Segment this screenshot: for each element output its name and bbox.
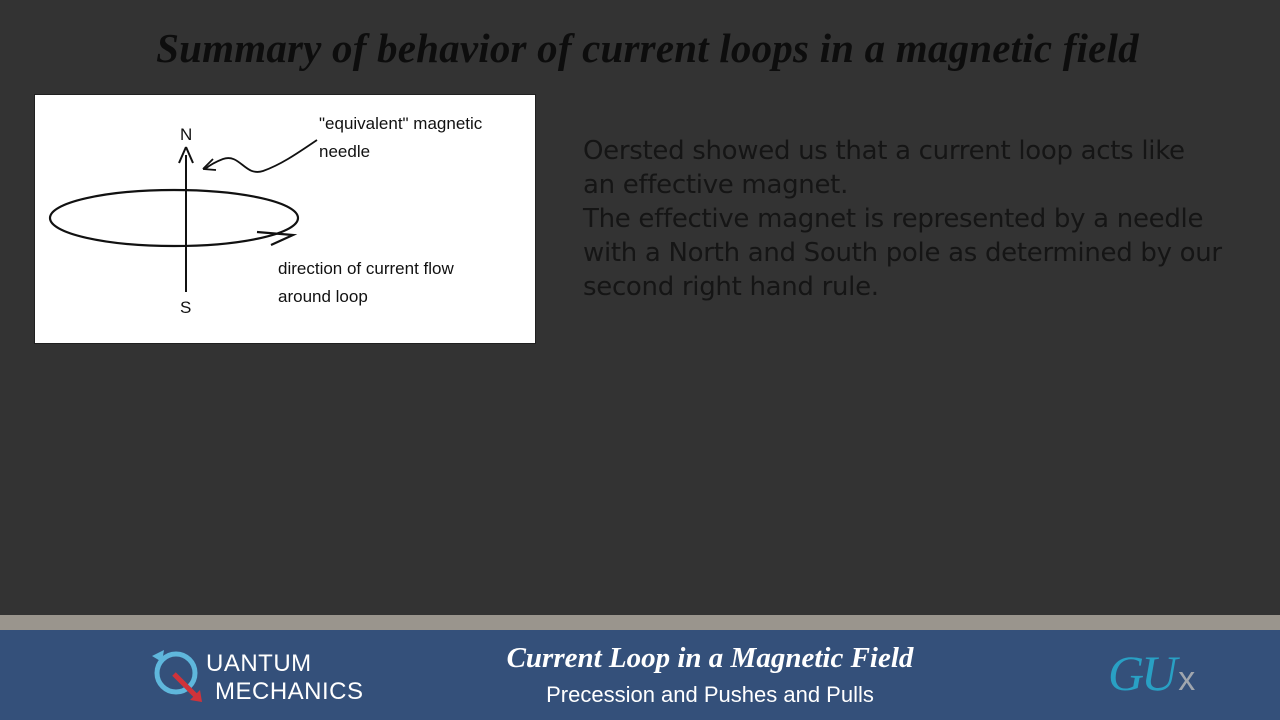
slide-title: Summary of behavior of current loops in … <box>156 25 1139 71</box>
slide-body-text: Oersted showed us that a current loop ac… <box>583 134 1223 304</box>
current-loop-diagram: N S "equivalent" magnetic needle directi… <box>48 114 483 317</box>
needle-label-line2: needle <box>319 142 370 161</box>
current-label-line2: around loop <box>278 287 368 306</box>
current-loop-ellipse <box>48 188 300 248</box>
needle-arrowhead <box>178 146 194 164</box>
footer-band <box>0 630 1280 720</box>
footer-divider <box>0 615 1280 630</box>
gux-logo: GU x <box>1108 644 1195 702</box>
gux-logo-x: x <box>1178 660 1196 698</box>
needle-label-line1: "equivalent" magnetic <box>319 114 483 133</box>
current-loop-figure: N S "equivalent" magnetic needle directi… <box>35 95 535 343</box>
logo-line-2: MECHANICS <box>215 678 364 705</box>
footer-subtitle: Precession and Pushes and Pulls <box>546 682 874 707</box>
body-paragraph-2: The effective magnet is represented by a… <box>583 204 1222 302</box>
logo-line-1: UANTUM <box>206 650 312 677</box>
south-label: S <box>180 298 191 317</box>
pointer-squiggle <box>204 139 318 173</box>
gux-logo-gu: GU <box>1108 645 1177 701</box>
current-direction-arrow <box>256 230 298 247</box>
north-label: N <box>180 125 192 144</box>
current-label-line1: direction of current flow <box>278 259 454 278</box>
pointer-arrowhead <box>202 158 217 171</box>
body-paragraph-1: Oersted showed us that a current loop ac… <box>583 136 1185 200</box>
quantum-mechanics-logo-icon <box>152 650 202 702</box>
quantum-mechanics-wordmark: UANTUM MECHANICS <box>206 650 364 706</box>
footer-title: Current Loop in a Magnetic Field <box>506 642 914 674</box>
